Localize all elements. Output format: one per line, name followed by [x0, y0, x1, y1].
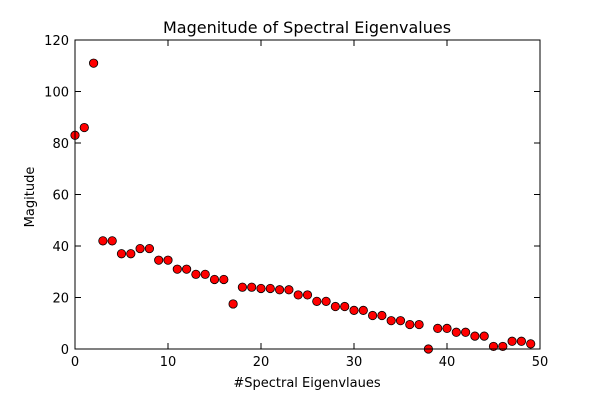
data-point — [107, 236, 117, 246]
data-point — [126, 249, 136, 259]
data-point — [135, 243, 145, 254]
data-point — [228, 299, 238, 309]
data-point — [256, 283, 266, 294]
x-tick-label: 40 — [439, 355, 456, 370]
data-point — [274, 285, 285, 295]
data-point — [367, 310, 378, 321]
x-tick-label: 0 — [71, 355, 79, 370]
y-tick-label: 40 — [52, 240, 69, 255]
data-point — [460, 327, 471, 337]
x-tick-label: 20 — [253, 355, 270, 370]
data-point — [414, 319, 424, 330]
x-axis-label: #Spectral Eigenvlaues — [233, 376, 381, 391]
data-point — [79, 122, 89, 133]
data-point — [219, 274, 229, 285]
y-tick-label: 100 — [44, 86, 69, 101]
data-point — [191, 269, 201, 279]
data-point — [349, 305, 359, 315]
data-point — [200, 269, 210, 279]
data-point — [377, 310, 387, 321]
data-point — [182, 264, 192, 274]
data-point — [526, 339, 536, 349]
data-point — [247, 282, 257, 292]
y-tick-label: 60 — [52, 189, 69, 204]
data-point — [172, 264, 182, 274]
plot-area-frame — [74, 39, 541, 350]
data-point — [433, 323, 443, 333]
data-point — [284, 285, 294, 295]
data-point — [395, 316, 406, 326]
data-point — [144, 243, 154, 254]
data-point — [89, 58, 99, 68]
y-tick-label: 80 — [52, 137, 69, 152]
x-tick-label: 10 — [160, 355, 177, 370]
data-point — [237, 282, 247, 292]
data-point — [163, 255, 173, 265]
data-point — [405, 319, 415, 330]
data-point — [386, 316, 396, 326]
data-point — [209, 274, 220, 285]
chart-title: Magenitude of Spectral Eigenvalues — [163, 18, 451, 37]
data-point — [312, 296, 322, 306]
data-point — [442, 323, 452, 333]
y-tick-label: 20 — [52, 292, 69, 307]
axis-ticks: 0 10 20 30 40 50 0 20 40 60 80 100 120 — [44, 34, 548, 370]
data-point — [479, 331, 489, 341]
data-point — [98, 236, 108, 246]
data-point — [265, 283, 275, 294]
y-tick-label: 0 — [61, 343, 69, 358]
data-point — [507, 336, 517, 346]
data-point — [340, 301, 350, 312]
x-tick-label: 50 — [532, 355, 549, 370]
data-point — [451, 327, 461, 337]
data-point — [116, 249, 127, 259]
data-point — [321, 296, 331, 306]
data-point — [358, 305, 368, 315]
data-point — [470, 331, 480, 341]
data-point — [154, 255, 164, 265]
data-point — [302, 290, 313, 300]
y-tick-label: 120 — [44, 34, 69, 49]
data-point — [516, 336, 527, 346]
x-tick-label: 30 — [346, 355, 363, 370]
data-point — [293, 290, 303, 300]
data-point — [330, 301, 340, 312]
y-axis-label: Magitude — [23, 167, 38, 228]
